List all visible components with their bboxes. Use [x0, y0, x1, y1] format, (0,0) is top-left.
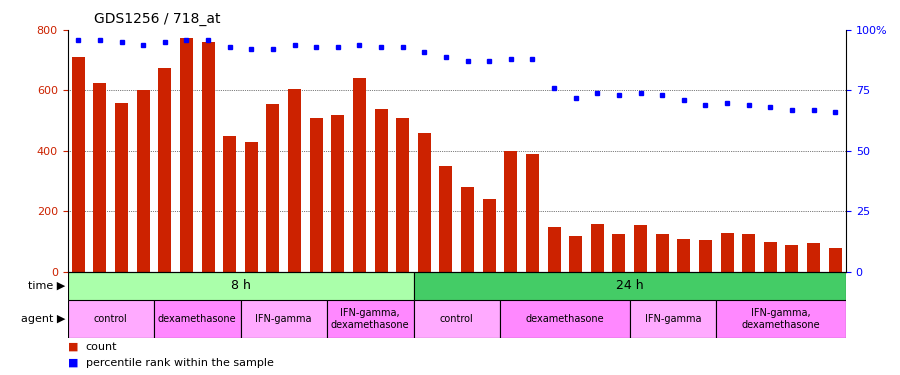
Text: agent ▶: agent ▶: [22, 314, 66, 324]
Bar: [526, 154, 539, 272]
Bar: [547, 226, 561, 272]
Bar: [482, 200, 496, 272]
Bar: [418, 133, 431, 272]
Bar: [180, 38, 193, 272]
Bar: [396, 118, 410, 272]
Bar: [612, 234, 625, 272]
Bar: [630, 300, 716, 338]
Bar: [786, 244, 798, 272]
Bar: [699, 240, 712, 272]
Bar: [68, 272, 413, 300]
Bar: [504, 151, 518, 272]
Text: time ▶: time ▶: [29, 281, 66, 291]
Bar: [742, 234, 755, 272]
Bar: [137, 90, 149, 272]
Text: 24 h: 24 h: [616, 279, 644, 292]
Bar: [656, 234, 669, 272]
Text: IFN-gamma: IFN-gamma: [256, 314, 312, 324]
Text: dexamethasone: dexamethasone: [158, 314, 237, 324]
Text: ■: ■: [68, 342, 78, 352]
Text: dexamethasone: dexamethasone: [526, 314, 604, 324]
Bar: [245, 142, 257, 272]
Bar: [68, 300, 154, 338]
Text: IFN-gamma: IFN-gamma: [644, 314, 701, 324]
Bar: [590, 224, 604, 272]
Text: control: control: [94, 314, 128, 324]
Bar: [202, 42, 214, 272]
Bar: [288, 89, 301, 272]
Bar: [158, 68, 171, 272]
Bar: [413, 300, 500, 338]
Bar: [374, 109, 388, 272]
Bar: [115, 103, 128, 272]
Bar: [500, 300, 630, 338]
Bar: [331, 115, 345, 272]
Bar: [829, 248, 842, 272]
Bar: [223, 136, 236, 272]
Bar: [678, 238, 690, 272]
Bar: [94, 83, 106, 272]
Bar: [266, 104, 279, 272]
Bar: [154, 300, 240, 338]
Text: control: control: [440, 314, 473, 324]
Bar: [461, 187, 474, 272]
Bar: [716, 300, 846, 338]
Text: count: count: [86, 342, 117, 352]
Bar: [327, 300, 413, 338]
Text: IFN-gamma,
dexamethasone: IFN-gamma, dexamethasone: [742, 308, 821, 330]
Bar: [310, 118, 323, 272]
Bar: [439, 166, 453, 272]
Bar: [72, 57, 85, 272]
Text: ■: ■: [68, 358, 78, 368]
Text: percentile rank within the sample: percentile rank within the sample: [86, 358, 274, 368]
Bar: [764, 242, 777, 272]
Bar: [353, 78, 366, 272]
Text: IFN-gamma,
dexamethasone: IFN-gamma, dexamethasone: [331, 308, 410, 330]
Text: GDS1256 / 718_at: GDS1256 / 718_at: [94, 12, 221, 26]
Bar: [721, 232, 734, 272]
Text: 8 h: 8 h: [230, 279, 250, 292]
Bar: [807, 243, 820, 272]
Bar: [413, 272, 846, 300]
Bar: [634, 225, 647, 272]
Bar: [240, 300, 327, 338]
Bar: [569, 236, 582, 272]
